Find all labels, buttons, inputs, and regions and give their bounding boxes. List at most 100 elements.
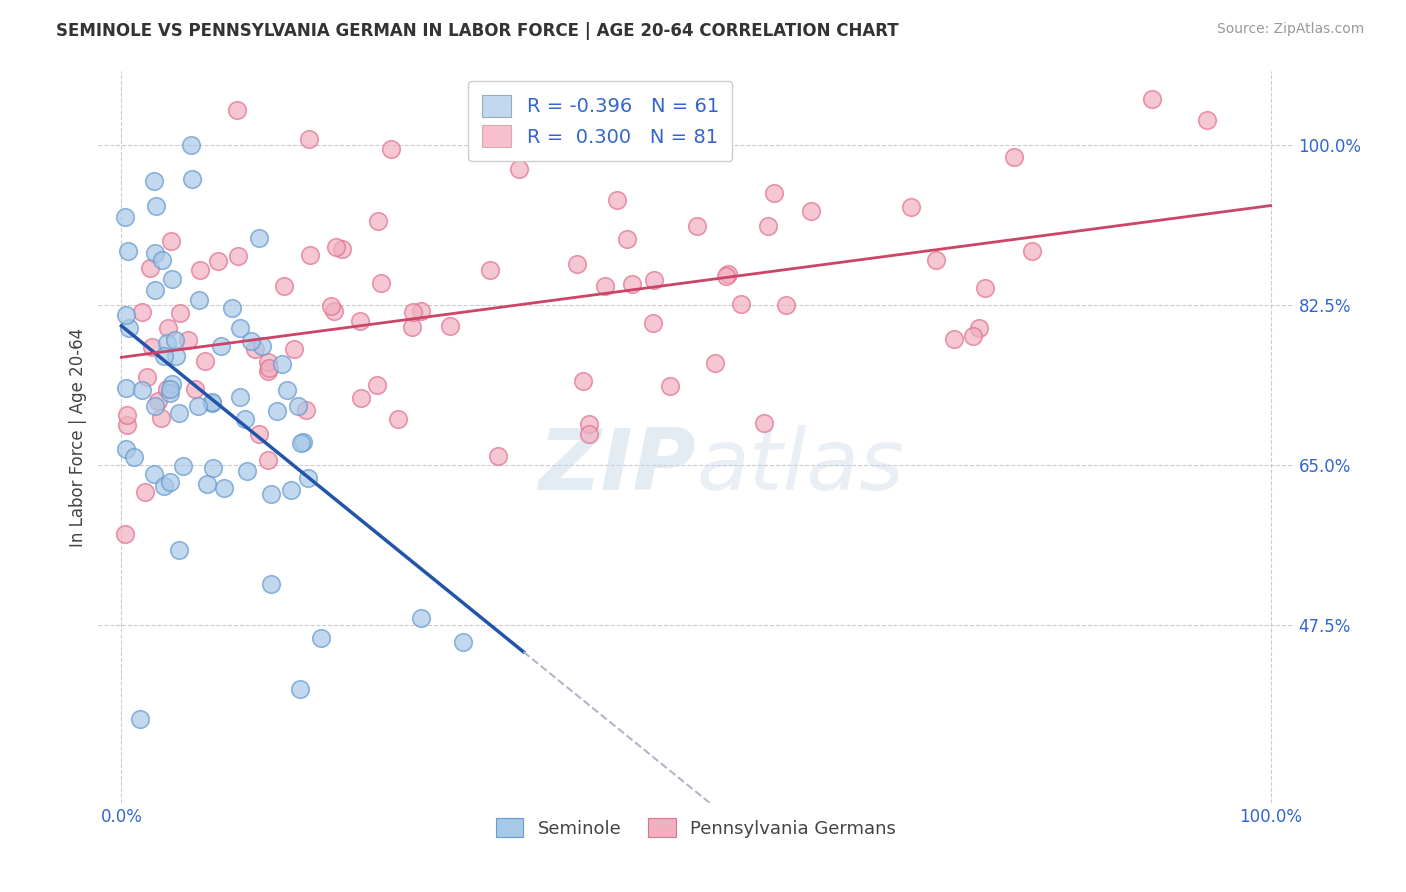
Point — [156, 335, 179, 350]
Point — [114, 526, 136, 541]
Point — [288, 681, 311, 696]
Point — [129, 712, 152, 726]
Point — [118, 321, 141, 335]
Point — [226, 249, 249, 263]
Point — [150, 253, 173, 268]
Point — [160, 234, 183, 248]
Point — [299, 248, 322, 262]
Point — [159, 382, 181, 396]
Point — [273, 279, 295, 293]
Point — [900, 200, 922, 214]
Point — [325, 239, 347, 253]
Y-axis label: In Labor Force | Age 20-64: In Labor Force | Age 20-64 — [69, 327, 87, 547]
Point — [143, 467, 166, 481]
Point — [578, 427, 600, 442]
Point — [298, 131, 321, 145]
Point — [115, 308, 138, 322]
Point — [146, 393, 169, 408]
Point — [115, 442, 138, 456]
Point — [153, 479, 176, 493]
Point — [197, 476, 219, 491]
Point — [409, 611, 432, 625]
Point — [257, 364, 280, 378]
Point — [294, 403, 316, 417]
Point — [606, 194, 628, 208]
Point — [287, 399, 309, 413]
Point — [974, 281, 997, 295]
Point — [114, 210, 136, 224]
Point — [330, 242, 353, 256]
Point — [153, 349, 176, 363]
Point — [411, 304, 433, 318]
Point — [243, 342, 266, 356]
Point — [621, 277, 644, 292]
Text: ZIP: ZIP — [538, 425, 696, 508]
Point — [225, 103, 247, 118]
Point — [367, 214, 389, 228]
Point — [201, 395, 224, 409]
Point — [159, 385, 181, 400]
Point — [115, 418, 138, 433]
Point — [714, 268, 737, 283]
Point — [1002, 150, 1025, 164]
Point — [565, 257, 588, 271]
Point — [145, 245, 167, 260]
Point — [247, 427, 270, 442]
Point — [686, 219, 709, 233]
Point — [1021, 244, 1043, 259]
Point — [177, 334, 200, 348]
Point — [486, 449, 509, 463]
Point — [169, 306, 191, 320]
Point — [283, 342, 305, 356]
Point — [775, 297, 797, 311]
Point — [762, 186, 785, 201]
Point — [165, 333, 187, 347]
Point — [704, 356, 727, 370]
Text: Source: ZipAtlas.com: Source: ZipAtlas.com — [1216, 22, 1364, 37]
Point — [643, 273, 665, 287]
Point — [214, 481, 236, 495]
Point — [184, 382, 207, 396]
Point — [117, 244, 139, 259]
Point — [201, 460, 224, 475]
Point — [270, 357, 292, 371]
Point — [181, 172, 204, 186]
Point — [276, 383, 298, 397]
Point — [136, 370, 159, 384]
Point — [157, 320, 180, 334]
Point — [1195, 113, 1218, 128]
Point — [180, 137, 202, 152]
Point — [292, 434, 315, 449]
Point — [187, 293, 209, 307]
Point — [229, 321, 252, 335]
Point — [370, 276, 392, 290]
Point — [266, 404, 288, 418]
Point — [641, 316, 664, 330]
Point — [319, 299, 342, 313]
Point — [309, 631, 332, 645]
Point — [257, 453, 280, 467]
Point — [967, 320, 990, 334]
Point — [169, 543, 191, 558]
Point — [201, 396, 224, 410]
Point — [451, 635, 474, 649]
Point — [165, 349, 187, 363]
Text: SEMINOLE VS PENNSYLVANIA GERMAN IN LABOR FORCE | AGE 20-64 CORRELATION CHART: SEMINOLE VS PENNSYLVANIA GERMAN IN LABOR… — [56, 22, 898, 40]
Point — [167, 405, 190, 419]
Point — [350, 392, 373, 406]
Point — [131, 305, 153, 319]
Point — [139, 260, 162, 275]
Point — [159, 475, 181, 490]
Point — [252, 339, 274, 353]
Point — [257, 361, 280, 376]
Point — [297, 471, 319, 485]
Point — [143, 173, 166, 187]
Point — [616, 232, 638, 246]
Point — [962, 329, 984, 343]
Point — [658, 379, 681, 393]
Point — [160, 376, 183, 391]
Point — [401, 319, 423, 334]
Point — [249, 231, 271, 245]
Point — [925, 252, 948, 267]
Point — [131, 383, 153, 397]
